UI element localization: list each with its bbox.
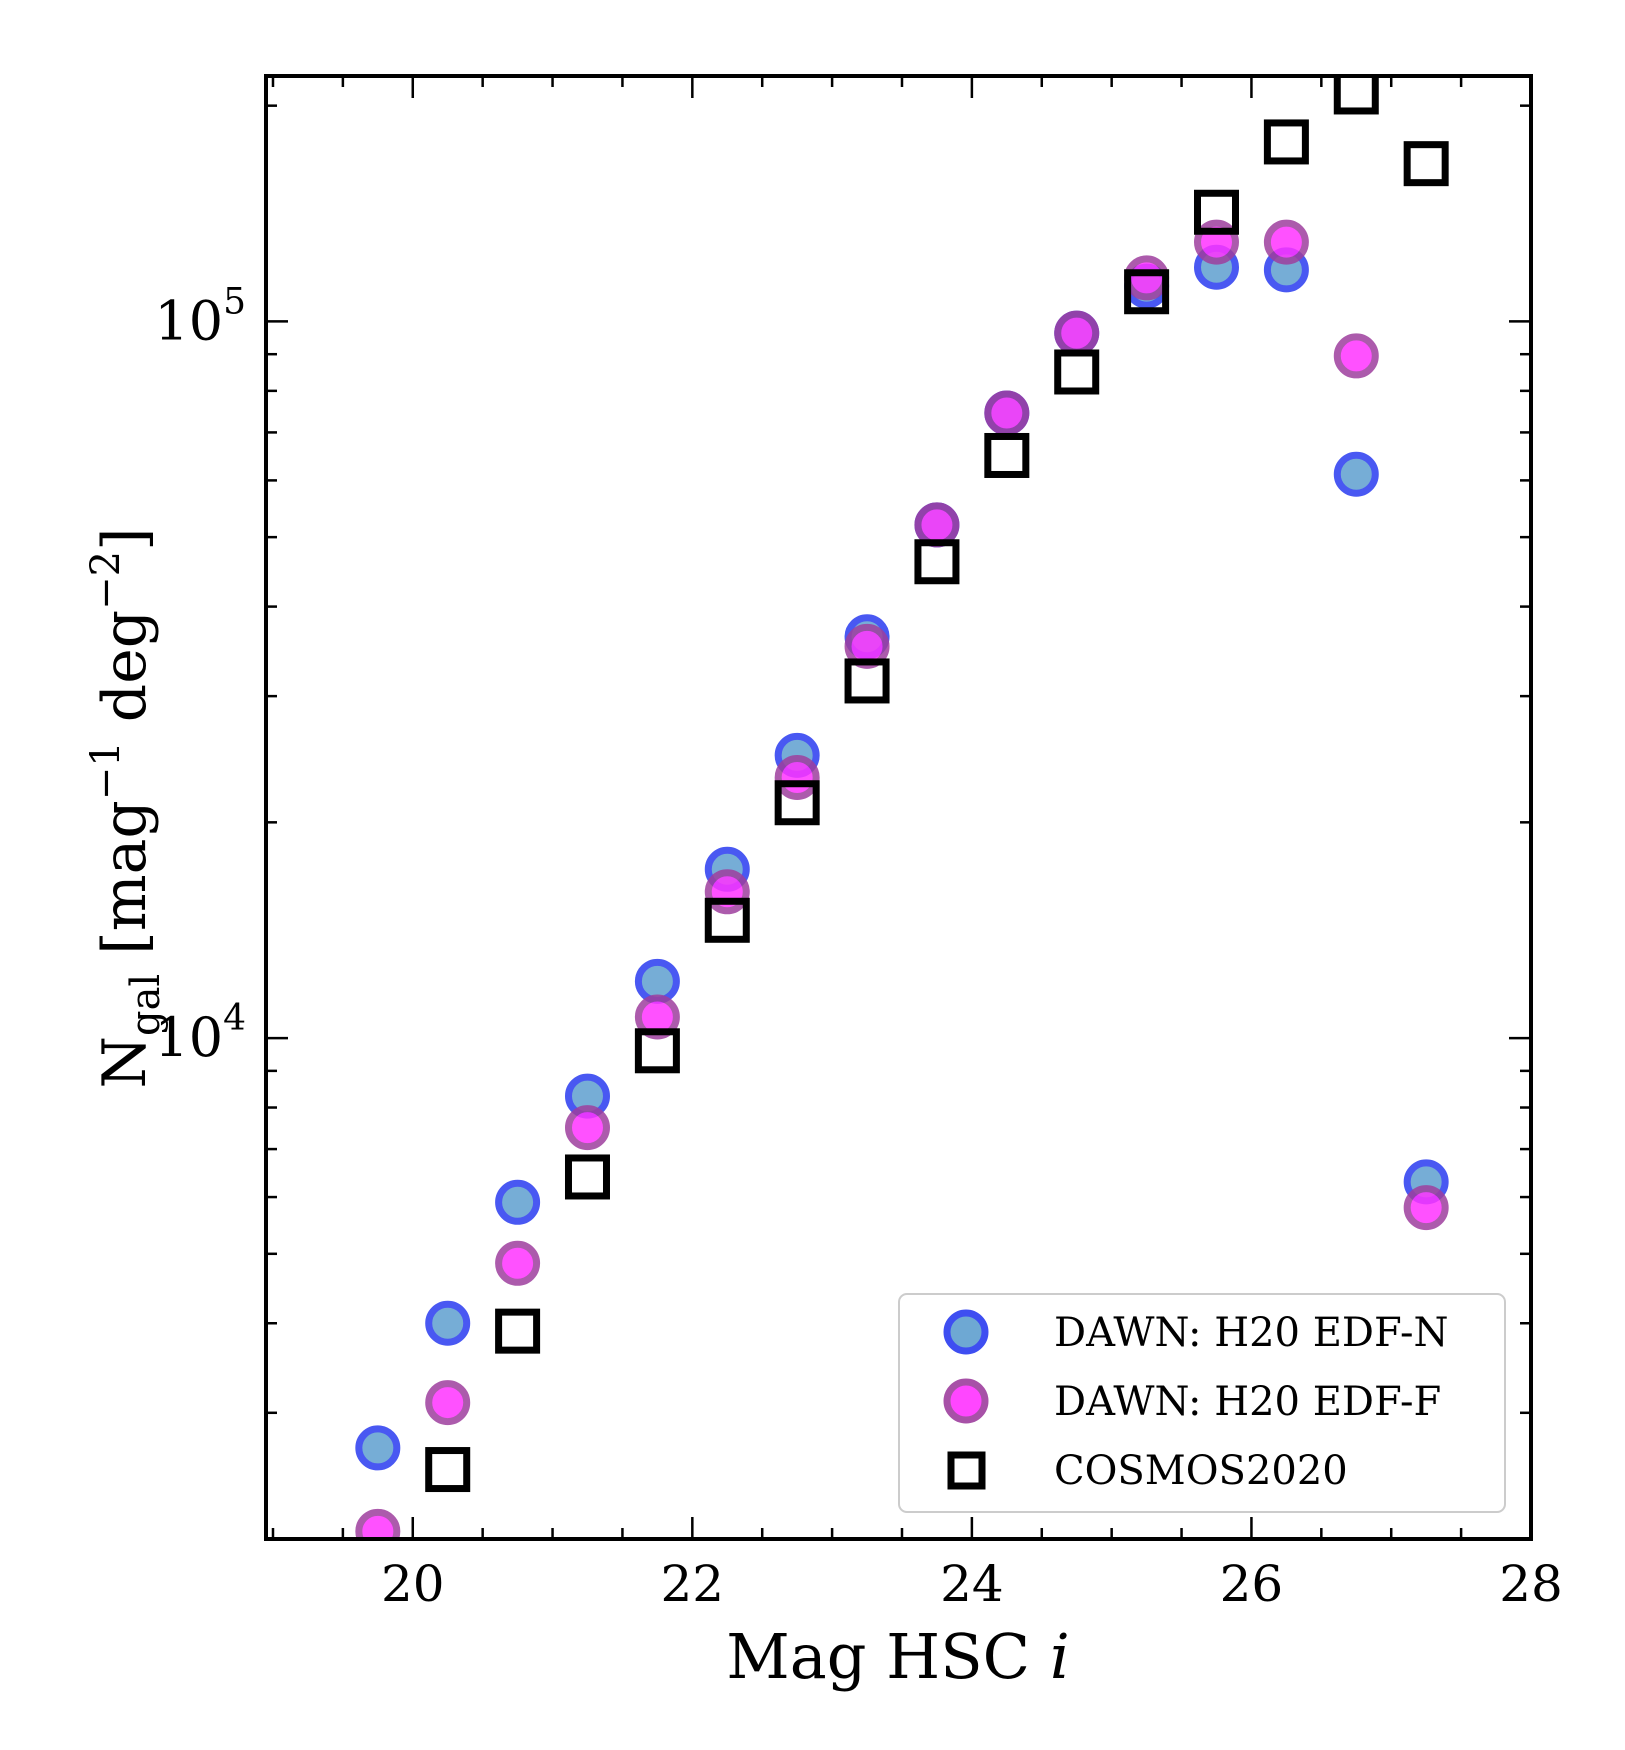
edf-f-point	[1054, 310, 1100, 356]
cosmos2020-point	[1263, 119, 1309, 165]
edf-f-point	[634, 994, 680, 1040]
cosmos2020-point	[844, 658, 890, 704]
x-tick-label: 26	[1220, 1555, 1284, 1613]
cosmos2020-point	[1193, 189, 1239, 235]
cosmos2020-point	[495, 1308, 541, 1354]
x-tick-label: 22	[661, 1555, 725, 1613]
x-tick-label: 20	[381, 1555, 445, 1613]
edf-f-point	[1333, 333, 1379, 379]
x-axis-label: Mag HSC i	[726, 1620, 1069, 1693]
x-tick-label: 24	[940, 1555, 1004, 1613]
edf-f-point	[1263, 219, 1309, 265]
cosmos2020-point	[425, 1447, 471, 1493]
edf-n-point	[1333, 451, 1379, 497]
edf-f-point	[914, 502, 960, 548]
edf-f-point	[425, 1380, 471, 1426]
y-tick-label: 105	[154, 281, 246, 352]
edf-n-point	[355, 1425, 401, 1471]
edf-f-point	[774, 754, 820, 800]
cosmos2020-point	[914, 539, 960, 585]
y-axis-label: Ngal [mag−1 deg−2]	[83, 527, 169, 1088]
cosmos2020-point	[1124, 269, 1170, 315]
legend-marker-edf-n	[943, 1309, 989, 1355]
cosmos2020-point	[704, 897, 750, 943]
cosmos2020-point	[1403, 141, 1449, 187]
plot-frame	[264, 74, 1533, 1541]
y-tick-label: 104	[154, 998, 246, 1069]
edf-f-point	[1403, 1185, 1449, 1231]
cosmos2020-point	[1333, 76, 1379, 115]
legend-label-edf-f: DAWN: H20 EDF-F	[1054, 1379, 1441, 1425]
cosmos2020-point	[1054, 349, 1100, 395]
tick-labels-group: 20 22 24 26 28 104 105	[154, 281, 1562, 1613]
legend-label-edf-n: DAWN: H20 EDF-N	[1054, 1310, 1448, 1356]
cosmos2020-point	[564, 1154, 610, 1200]
data-points-group	[355, 76, 1449, 1539]
edf-f-point	[355, 1508, 401, 1539]
edf-n-point	[495, 1179, 541, 1225]
legend: DAWN: H20 EDF-N DAWN: H20 EDF-F COSMOS20…	[898, 1293, 1506, 1513]
cosmos2020-point	[634, 1028, 680, 1074]
edf-f-point	[495, 1240, 541, 1286]
legend-marker-cosmos	[947, 1451, 986, 1490]
edf-f-point	[1124, 255, 1170, 301]
x-tick-label: 28	[1499, 1555, 1563, 1613]
edf-f-point	[564, 1105, 610, 1151]
edf-f-point	[984, 390, 1030, 436]
legend-box	[898, 1293, 1506, 1513]
cosmos2020-point	[774, 780, 820, 826]
legend-label-cosmos: COSMOS2020	[1054, 1448, 1348, 1494]
cosmos2020-point	[984, 432, 1030, 478]
edf-n-point	[425, 1300, 471, 1346]
legend-marker-edf-f	[943, 1378, 989, 1424]
edf-f-point	[704, 869, 750, 915]
